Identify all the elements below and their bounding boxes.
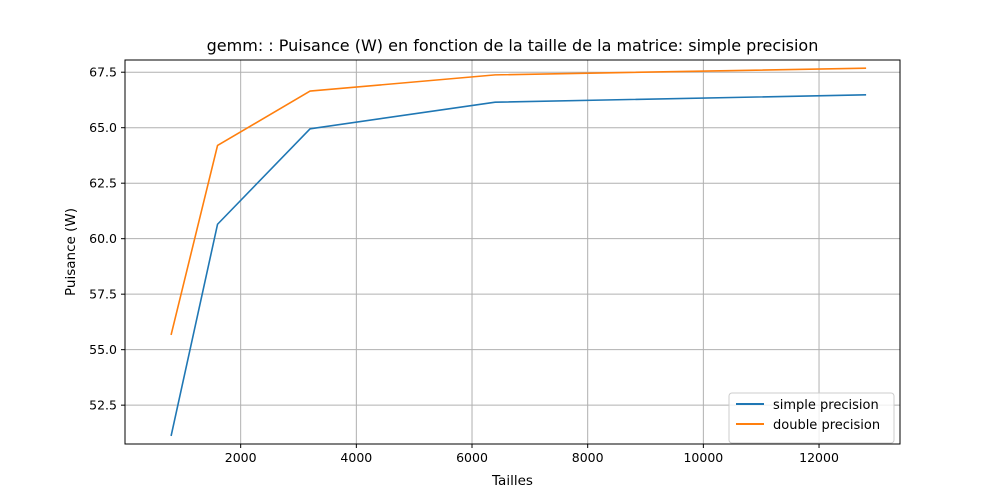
series-line-simple-precision [170,94,867,437]
y-tick-label: 60.0 [89,231,117,246]
series-layer [170,67,867,437]
series-line-double-precision [170,67,867,336]
y-tick-label: 65.0 [89,120,117,135]
x-tick-label: 6000 [456,450,488,465]
y-axis-label: Puisance (W) [63,208,79,296]
legend-label-double: double precision [773,418,880,433]
x-tick-label: 2000 [225,450,257,465]
x-tick-label: 8000 [572,450,604,465]
y-tick-label: 67.5 [89,65,117,80]
x-tick-label: 10000 [683,450,723,465]
legend: simple precision double precision [728,392,895,444]
chart-title: gemm: : Puisance (W) en fonction de la t… [207,36,819,55]
y-tick-label: 52.5 [89,398,117,413]
x-tick-label: 4000 [340,450,372,465]
legend-label-simple: simple precision [773,398,879,413]
legend-box [728,392,895,444]
plot-frame [124,59,901,445]
x-axis-label: Tailles [491,473,533,489]
y-tick-label: 62.5 [89,176,117,191]
x-tick-label: 12000 [799,450,839,465]
y-tick-label: 57.5 [89,287,117,302]
y-tick-label: 55.0 [89,342,117,357]
tick-layer: 2000 4000 6000 8000 10000 12000 52.5 55.0 57.5 60… [89,65,839,465]
grid-layer [125,60,900,444]
